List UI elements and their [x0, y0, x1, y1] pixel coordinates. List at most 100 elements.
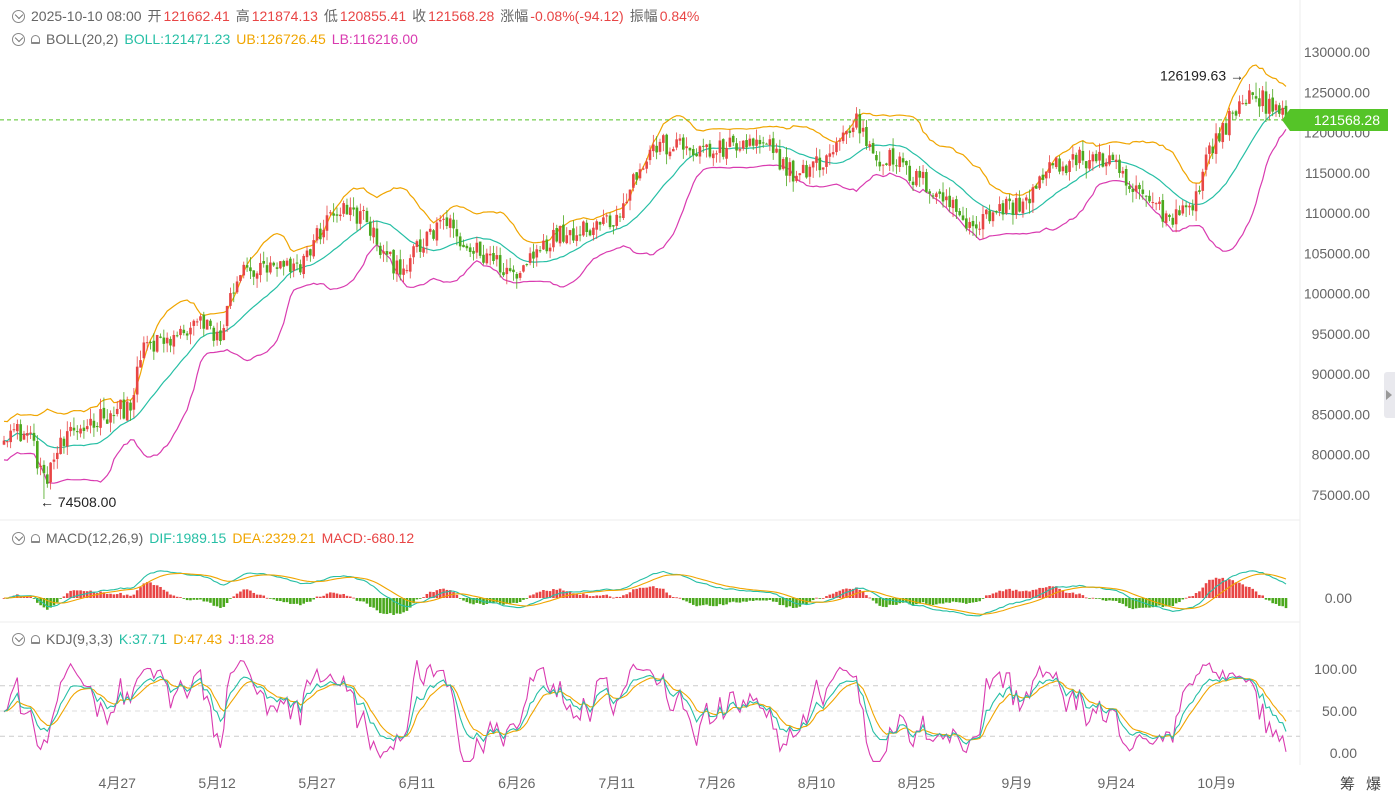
candle-body [169, 338, 172, 346]
candle-body [375, 228, 379, 245]
macd-bar [392, 598, 395, 615]
macd-bar [831, 593, 835, 598]
ohlc-header: 2025-10-10 08:00 开 121662.41 高 121874.13… [12, 7, 705, 25]
candle-body [79, 428, 82, 434]
macd-bar [885, 598, 888, 608]
candle-body [1144, 195, 1148, 197]
macd-bar [279, 598, 282, 602]
alert-bell-icon[interactable] [31, 634, 40, 644]
collapse-chevron-icon[interactable] [12, 9, 25, 23]
macd-bar [935, 598, 938, 605]
macd-bar [1028, 591, 1031, 598]
candle-body [372, 227, 375, 238]
candle-body [875, 155, 878, 161]
macd-bar [1048, 586, 1051, 598]
macd-bar [179, 597, 182, 598]
macd-bar [495, 598, 499, 603]
candle-body [249, 267, 252, 272]
candle-body [32, 432, 36, 441]
macd-bar [422, 597, 425, 598]
candle-body [245, 265, 249, 268]
candle-body [398, 259, 402, 275]
macd-bar [1074, 594, 1078, 598]
alert-bell-icon[interactable] [31, 34, 40, 44]
macd-bar [691, 598, 695, 605]
candle-body [448, 218, 452, 228]
candle-body [1258, 98, 1261, 107]
macd-bar [1248, 586, 1251, 598]
macd-bar [249, 590, 252, 598]
macd-bar [245, 589, 249, 598]
collapse-chevron-icon[interactable] [12, 632, 25, 646]
candle-body [355, 207, 359, 224]
candle-body [329, 212, 332, 214]
candle-body [1088, 160, 1091, 169]
macd-bar [835, 591, 838, 598]
candle-body [668, 151, 672, 157]
candle-body [6, 441, 9, 443]
macd-bar [898, 598, 902, 604]
candle-body [1261, 90, 1264, 107]
candle-body [921, 171, 925, 179]
candle-body [115, 408, 119, 415]
macd-bar [29, 596, 32, 598]
macd-bar [708, 598, 712, 606]
candle-body [378, 245, 382, 255]
macd-bar [199, 598, 202, 600]
candle-body [525, 264, 529, 266]
candle-body [958, 211, 961, 216]
collapse-chevron-icon[interactable] [12, 531, 25, 545]
chip-distribution-button[interactable]: 筹 [1340, 776, 1356, 793]
amp-value: 0.84% [659, 8, 700, 24]
macd-bar [315, 596, 319, 598]
candle-body [825, 155, 828, 167]
alert-bell-icon[interactable] [31, 533, 40, 543]
macd-bar [545, 590, 549, 598]
candle-body [1228, 110, 1231, 136]
macd-bar [562, 590, 565, 598]
candle-body [728, 137, 732, 147]
macd-bar [502, 598, 505, 605]
candle-body [548, 247, 552, 252]
macd-bar [878, 598, 882, 606]
macd-axis: 0.00 [1325, 590, 1352, 606]
macd-bar [412, 598, 415, 604]
candle-body [821, 167, 825, 170]
macd-bar [1101, 598, 1105, 601]
macd-bar [375, 598, 379, 611]
candle-body [655, 145, 658, 153]
collapse-chevron-icon[interactable] [12, 32, 25, 46]
macd-bar [788, 598, 792, 607]
candle-body [635, 172, 638, 180]
macd-bar [329, 592, 332, 598]
candle-body [1264, 91, 1268, 114]
candle-body [885, 163, 888, 165]
candle-body [349, 207, 352, 216]
macd-bar [605, 594, 609, 598]
candle-body [1188, 205, 1191, 208]
macd-bar [951, 598, 955, 602]
boll-name[interactable]: BOLL(20,2) [46, 31, 119, 47]
macd-bar [632, 589, 635, 598]
candle-body [1254, 96, 1258, 99]
candle-body [132, 395, 136, 410]
candle-body [795, 175, 798, 182]
candle-body [532, 251, 535, 259]
macd-bar [132, 594, 136, 598]
candle-body [1024, 197, 1028, 201]
expand-panel-button[interactable] [1384, 372, 1395, 418]
macd-bar [775, 598, 778, 602]
macd-bar [1121, 598, 1125, 604]
macd-bar [72, 590, 76, 598]
macd-bar [1271, 598, 1274, 604]
macd-name[interactable]: MACD(12,26,9) [46, 530, 144, 546]
candle-body [1194, 191, 1198, 212]
kdj-name[interactable]: KDJ(9,3,3) [46, 631, 113, 647]
macd-bar [1018, 591, 1021, 598]
candle-body [898, 156, 902, 167]
macd-bar [845, 588, 848, 598]
liquidation-button[interactable]: 爆 [1366, 776, 1382, 793]
macd-bar [608, 596, 612, 598]
candle-body [22, 433, 26, 440]
